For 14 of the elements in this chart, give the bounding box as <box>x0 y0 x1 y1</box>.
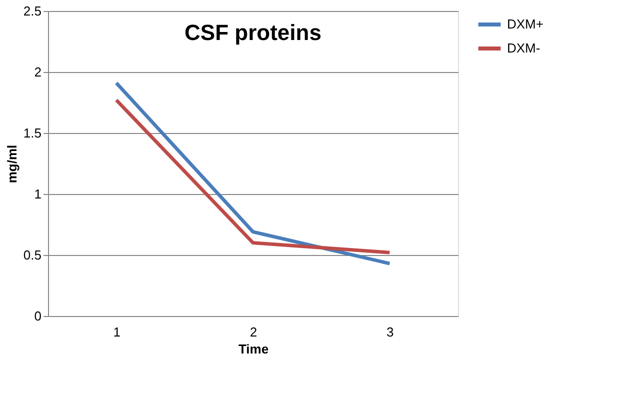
x-axis-title: Time <box>238 342 269 356</box>
legend-label: DXM- <box>507 40 540 56</box>
legend-label: DXM+ <box>507 16 544 32</box>
x-tick-label: 1 <box>113 324 120 340</box>
y-tick-label: 2 <box>34 64 42 80</box>
y-tick-label: 2.5 <box>23 4 42 18</box>
x-tick-label: 2 <box>250 324 258 340</box>
y-axis-title: mg/ml <box>4 144 20 184</box>
x-tick-label: 3 <box>386 324 394 340</box>
y-tick-label: 0 <box>34 308 42 324</box>
y-tick-label: 0.5 <box>23 248 42 262</box>
y-tick-label: 1 <box>34 186 42 202</box>
chart-title: CSF proteins <box>184 20 322 45</box>
y-tick-label: 1.5 <box>23 126 42 140</box>
